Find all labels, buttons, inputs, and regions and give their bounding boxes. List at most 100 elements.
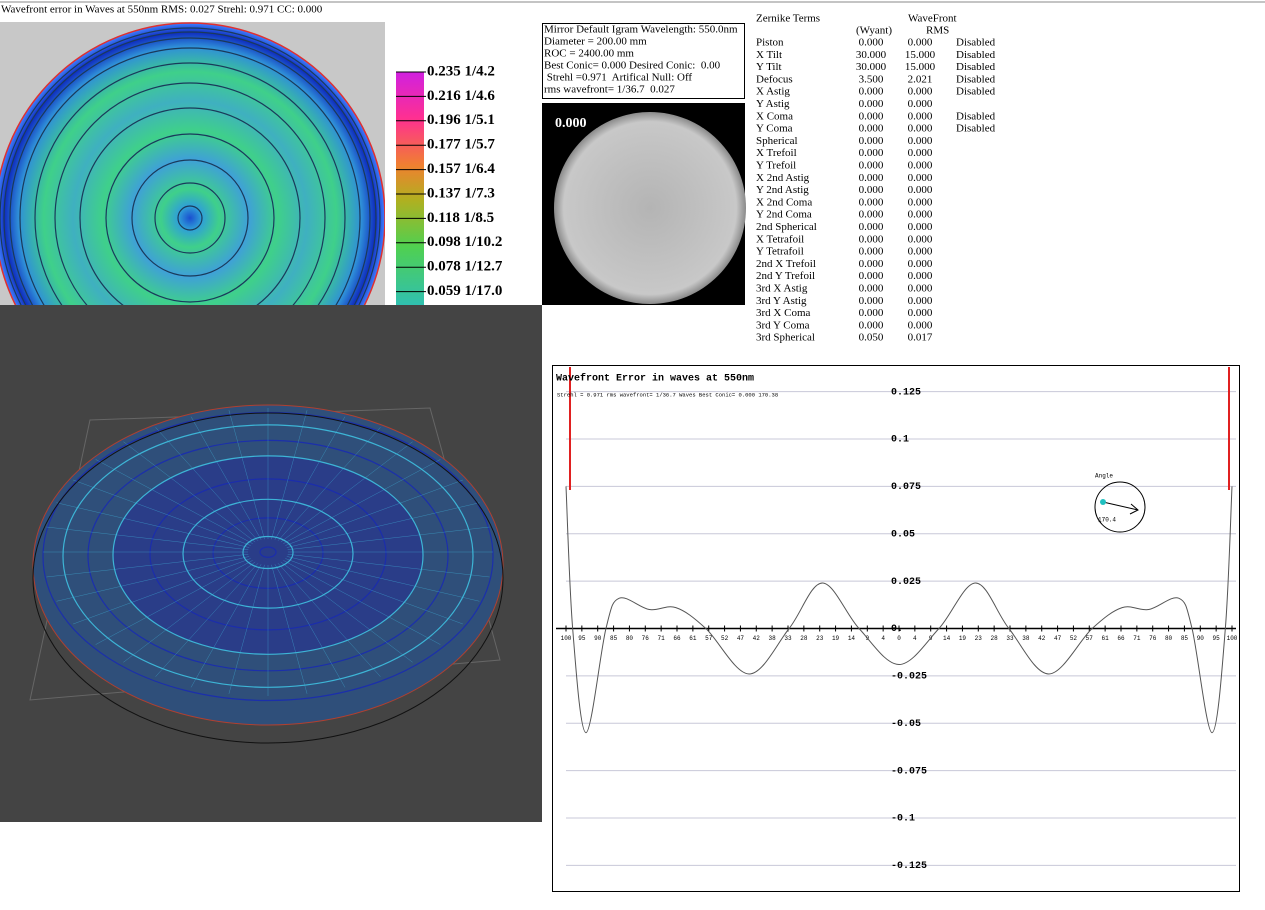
- term-rms: 15.000: [905, 61, 936, 73]
- mesh-spoke: [46, 526, 249, 550]
- term-wyant: 0.000: [859, 160, 884, 172]
- term-name: X 2nd Coma: [756, 196, 812, 208]
- x-tick-label: 90: [1197, 635, 1205, 642]
- y-tick-label: -0.025: [891, 672, 927, 683]
- term-wyant: 3.500: [859, 73, 884, 85]
- term-wyant: 0.000: [859, 184, 884, 196]
- mesh-spoke: [95, 459, 253, 544]
- x-tick-label: 47: [1054, 635, 1062, 642]
- contour-line: [3, 31, 377, 305]
- x-tick-label: 61: [1102, 635, 1110, 642]
- y-tick-label: 0.05: [891, 529, 915, 540]
- term-name: X 2nd Astig: [756, 172, 810, 184]
- legend-label: 0.157 1/6.4: [427, 161, 495, 177]
- term-name: Y 2nd Coma: [756, 209, 812, 221]
- x-tick-label: 38: [769, 635, 777, 642]
- mesh-spoke: [285, 479, 463, 546]
- x-tick-label: 95: [578, 635, 586, 642]
- term-wyant: 0.000: [859, 37, 884, 49]
- term-rms: 0.000: [908, 246, 933, 258]
- term-wyant: 0.000: [859, 209, 884, 221]
- term-rms: 2.021: [908, 73, 933, 85]
- legend-label: 0.118 1/8.5: [427, 210, 494, 226]
- wavefront-disk: [0, 22, 385, 305]
- term-name: 3rd X Coma: [756, 307, 811, 319]
- x-tick-label: 66: [1117, 635, 1125, 642]
- term-wyant: 0.000: [859, 135, 884, 147]
- term-status: Disabled: [956, 73, 996, 85]
- term-rms: 15.000: [905, 49, 936, 61]
- legend-label: 0.059 1/17.0: [427, 283, 502, 299]
- contour-line: [34, 62, 346, 305]
- mesh-spoke: [123, 441, 256, 543]
- y-tick-label: 0.025: [891, 577, 921, 588]
- x-tick-label: 100: [561, 635, 572, 642]
- mesh-spoke: [287, 554, 490, 578]
- info-line: ROC = 2400.00 mm: [544, 48, 634, 60]
- term-rms: 0.000: [908, 184, 933, 196]
- term-rms: 0.000: [908, 258, 933, 270]
- term-wyant: 30.000: [856, 61, 887, 73]
- mesh-spoke: [123, 561, 256, 663]
- x-tick-label: 95: [1213, 635, 1221, 642]
- igram-disk: [554, 112, 746, 304]
- mesh-spoke: [287, 526, 490, 550]
- mesh-spoke: [277, 427, 381, 541]
- x-tick-label: 52: [1070, 635, 1078, 642]
- term-rms: 0.000: [908, 209, 933, 221]
- mesh-spoke: [286, 502, 480, 548]
- contour-line: [79, 107, 301, 305]
- term-name: Y Trefoil: [756, 160, 796, 172]
- mesh-ring: [259, 546, 277, 558]
- term-name: Y Astig: [756, 98, 790, 110]
- legend-label: 0.216 1/4.6: [427, 88, 495, 104]
- mesh-spoke: [56, 502, 250, 548]
- term-rms: 0.000: [908, 172, 933, 184]
- term-name: Piston: [756, 37, 784, 49]
- term-name: Spherical: [756, 135, 798, 147]
- term-rms: 0.000: [908, 110, 933, 122]
- y-tick-label: 0.1: [891, 435, 909, 446]
- x-tick-label: 19: [832, 635, 840, 642]
- x-tick-label: 14: [943, 635, 951, 642]
- contour-line: [54, 82, 326, 305]
- term-rms: 0.000: [908, 221, 933, 233]
- y-tick-label: 0.: [891, 624, 903, 635]
- angle-handle[interactable]: [1100, 499, 1106, 505]
- mesh-spoke: [283, 560, 441, 645]
- col-header: RMS: [926, 25, 949, 37]
- col-header: WaveFront: [908, 13, 957, 25]
- term-wyant: 0.000: [859, 270, 884, 282]
- mesh-spoke: [56, 556, 250, 602]
- term-status: Disabled: [956, 86, 996, 98]
- term-name: 3rd Spherical: [756, 332, 815, 344]
- term-name: Y 2nd Astig: [756, 184, 809, 196]
- legend-bar: [396, 72, 424, 305]
- term-wyant: 0.000: [859, 283, 884, 295]
- y-tick-label: -0.125: [891, 861, 927, 872]
- x-tick-label: 33: [1006, 635, 1014, 642]
- x-tick-label: 61: [689, 635, 697, 642]
- term-name: Defocus: [756, 73, 793, 85]
- window-title: Wavefront error in Waves at 550nm RMS: 0…: [1, 4, 323, 16]
- term-wyant: 0.000: [859, 86, 884, 98]
- info-line: rms wavefront= 1/36.7 0.027: [544, 84, 675, 96]
- x-tick-label: 38: [1022, 635, 1030, 642]
- legend-label: 0.196 1/5.1: [427, 112, 495, 128]
- legend-label: 0.098 1/10.2: [427, 234, 502, 250]
- term-wyant: 0.000: [859, 221, 884, 233]
- mesh-spoke: [190, 564, 262, 688]
- term-name: 2nd Y Trefoil: [756, 270, 815, 282]
- mesh-spoke: [73, 558, 251, 625]
- x-tick-label: 76: [642, 635, 650, 642]
- angle-dial[interactable]: [1094, 481, 1146, 533]
- arrow-head: [1129, 503, 1139, 515]
- term-wyant: 0.000: [859, 110, 884, 122]
- x-tick-label: 76: [1149, 635, 1157, 642]
- x-tick-label: 57: [705, 635, 713, 642]
- x-tick-label: 85: [1181, 635, 1189, 642]
- profile-title: Wavefront Error in waves at 550nm: [556, 373, 754, 385]
- term-name: 3rd Y Astig: [756, 295, 807, 307]
- legend-label: 0.078 1/12.7: [427, 259, 503, 275]
- info-line: Mirror Default Igram Wavelength: 550.0nm: [544, 24, 738, 36]
